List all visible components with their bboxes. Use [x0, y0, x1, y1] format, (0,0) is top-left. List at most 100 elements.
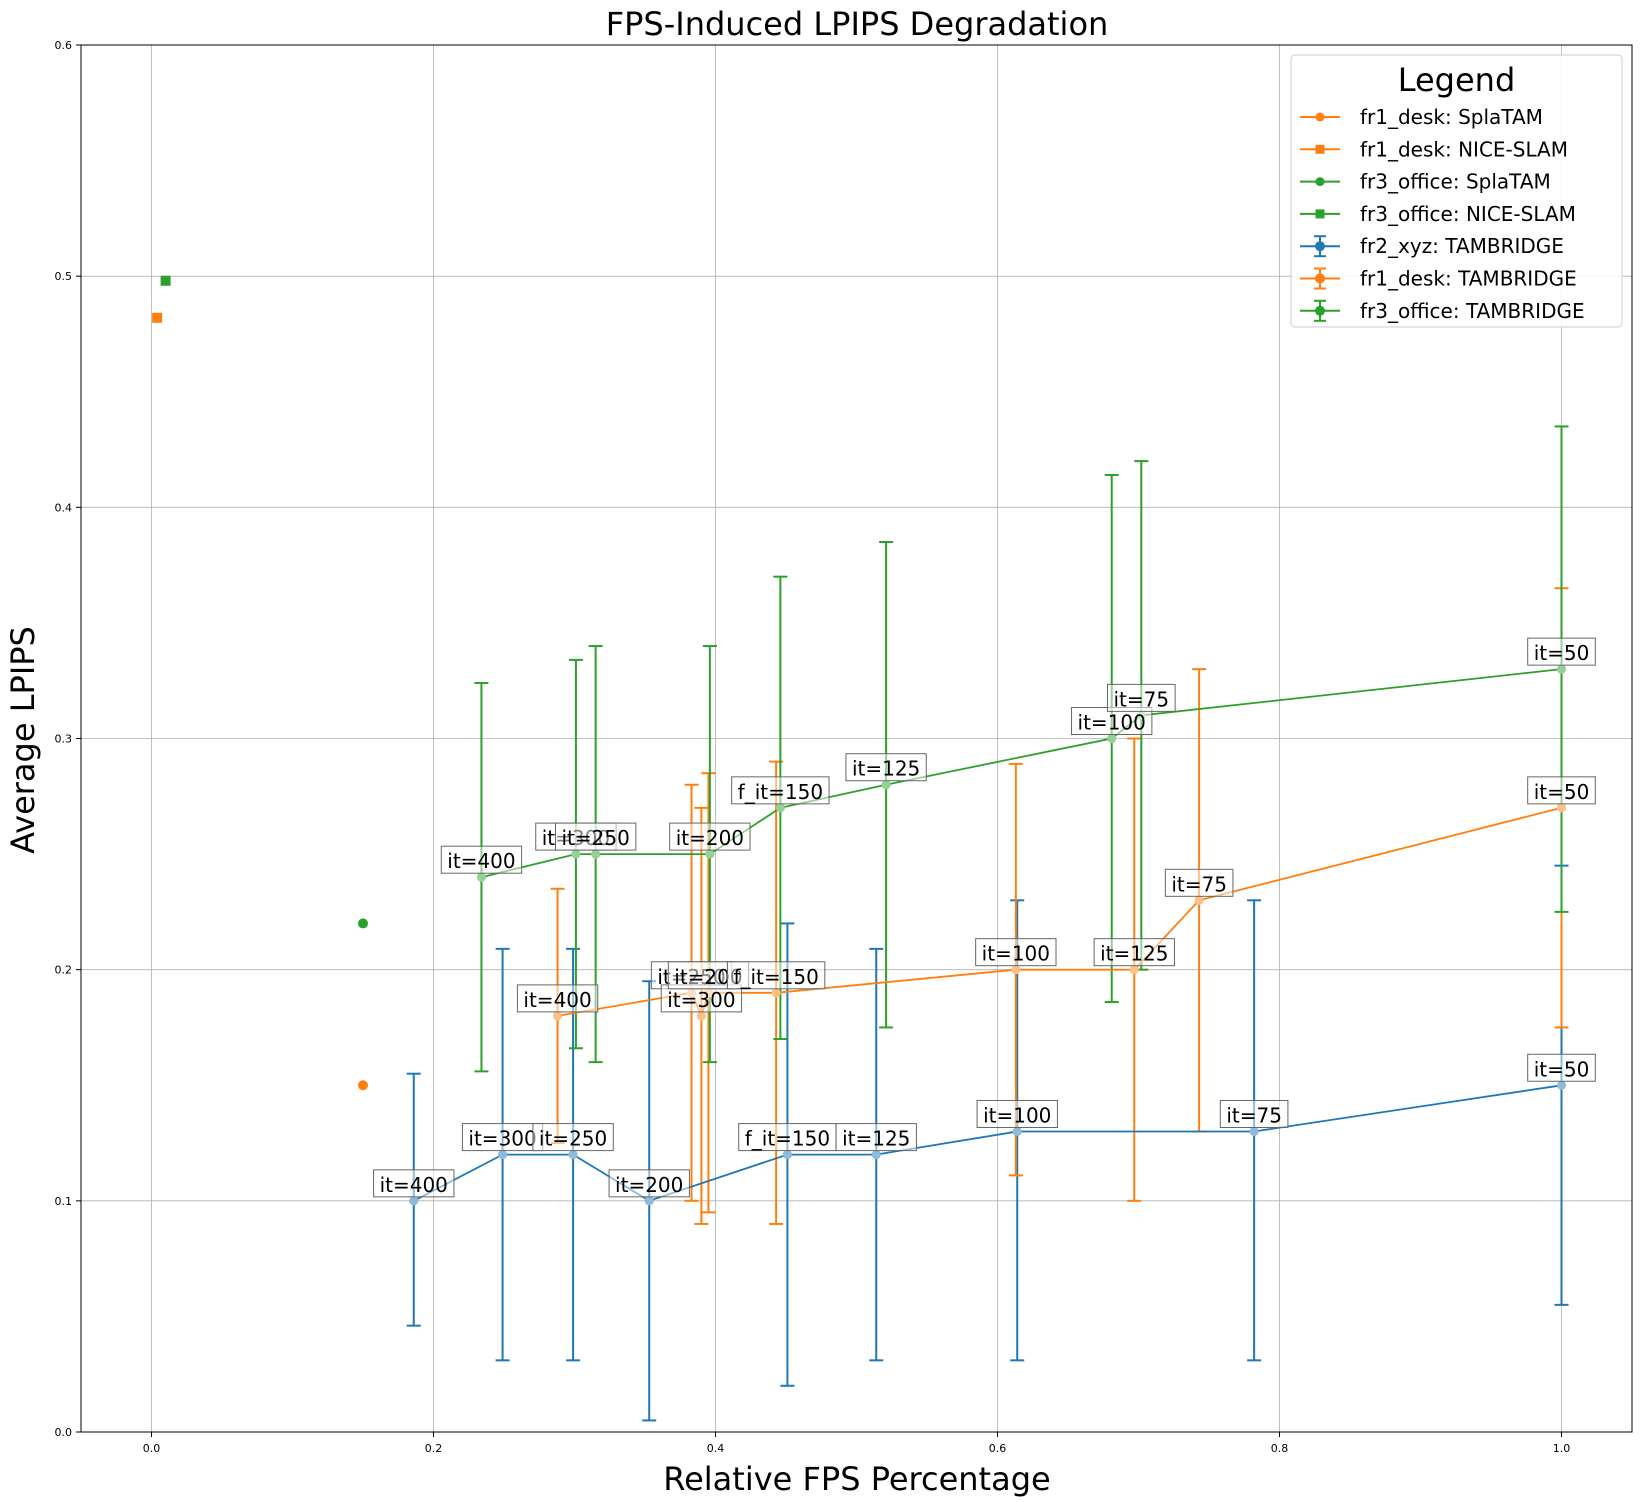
- point-label-box: [554, 822, 637, 851]
- point-label: it=200: [615, 1173, 683, 1197]
- legend-box: [1290, 54, 1623, 328]
- data-point-highlight: [705, 849, 715, 859]
- data-point-highlight: [553, 1011, 563, 1021]
- point-label-box: [1527, 637, 1596, 666]
- data-point-highlight: [591, 849, 601, 859]
- data-point-highlight: [476, 872, 486, 882]
- x-tick-label: 1.0: [1553, 1442, 1571, 1455]
- data-point-highlight: [409, 1196, 419, 1206]
- data-point-highlight: [1557, 1080, 1566, 1090]
- y-tick-label: 0.1: [55, 1195, 73, 1208]
- point-label-box: [976, 1099, 1058, 1128]
- point-label: it=200: [676, 826, 744, 850]
- point-label: it=100: [982, 942, 1050, 966]
- point-label: it=100: [1078, 711, 1146, 735]
- legend-entry-label: fr3_office: NICE-SLAM: [1360, 202, 1576, 226]
- point-label: it=300: [667, 988, 735, 1012]
- data-point-highlight: [871, 1150, 881, 1160]
- point-label-box: [975, 938, 1057, 967]
- data-point: [358, 918, 368, 929]
- data-point-highlight: [782, 1150, 792, 1160]
- x-tick-label: 0.2: [425, 1442, 443, 1455]
- point-label-box: [532, 1123, 614, 1152]
- point-label: f_it=150: [733, 965, 818, 989]
- point-label: it=250: [539, 1127, 607, 1151]
- legend-marker: [1315, 177, 1325, 187]
- point-label-box: [461, 1123, 544, 1152]
- legend-marker: [1315, 112, 1325, 122]
- point-label-box: [731, 776, 830, 805]
- data-point-highlight: [1249, 1126, 1259, 1136]
- data-point-highlight: [771, 988, 781, 998]
- point-label: it=125: [842, 1127, 910, 1151]
- data-point-highlight: [1194, 895, 1204, 905]
- point-label: f_it=150: [745, 1127, 830, 1151]
- legend-title: Legend: [1398, 61, 1516, 99]
- x-tick-label: 0.8: [1271, 1442, 1289, 1455]
- legend-marker: [1315, 241, 1325, 252]
- point-label-box: [1164, 868, 1234, 897]
- data-point-square: [160, 275, 171, 286]
- legend-entry-label: fr3_office: TAMBRIDGE: [1360, 299, 1585, 323]
- data-point-highlight: [696, 1011, 706, 1021]
- x-tick-label: 0.4: [707, 1442, 725, 1455]
- point-label: it=75: [1114, 687, 1170, 711]
- x-tick-label: 0.0: [143, 1442, 161, 1455]
- data-point: [358, 1080, 368, 1091]
- point-label-box: [440, 845, 523, 874]
- point-labels: it=400 it=300 it=250 it=200 f_it=150 it=125 it…: [373, 637, 1596, 1198]
- point-label-box: [726, 961, 826, 990]
- data-point-highlight: [1557, 664, 1566, 674]
- chart-title: FPS-Induced LPIPS Degradation: [606, 5, 1109, 43]
- point-label: it=125: [1100, 942, 1168, 966]
- point-label: it=75: [1226, 1103, 1282, 1127]
- point-label-box: [669, 822, 751, 851]
- data-point-highlight: [1011, 965, 1021, 975]
- point-label-box: [373, 1169, 455, 1198]
- y-tick-label: 0.2: [55, 964, 73, 977]
- data-point-highlight: [1557, 803, 1566, 813]
- legend-entry-label: fr3_office: SplaTAM: [1360, 170, 1551, 194]
- point-label: f_it=150: [738, 780, 823, 804]
- point-label-box: [516, 984, 599, 1013]
- point-label: it=400: [447, 849, 515, 873]
- ticks: 0.0 0.2 0.4 0.6 0.8 1.0 0.0 0.1 0.2 0.3 0.4 0.5 0.6: [55, 39, 1571, 1455]
- point-label-box: [1527, 1053, 1596, 1082]
- data-point-highlight: [881, 780, 891, 790]
- legend-entry-label: fr1_desk: SplaTAM: [1360, 105, 1543, 129]
- point-label-box: [1219, 1099, 1289, 1128]
- y-axis-label: Average LPIPS: [4, 626, 42, 854]
- point-label-box: [1107, 683, 1176, 712]
- y-tick-label: 0.5: [55, 270, 73, 283]
- grid: [81, 44, 1632, 1433]
- y-tick-label: 0.4: [55, 501, 73, 514]
- y-tick-label: 0.0: [55, 1426, 73, 1439]
- legend-entry-label: fr1_desk: NICE-SLAM: [1360, 137, 1568, 161]
- point-label: it=50: [1534, 780, 1590, 804]
- point-label-box: [845, 753, 927, 782]
- x-tick-label: 0.6: [989, 1442, 1007, 1455]
- plot-frame: [80, 44, 1633, 1433]
- point-label-box: [738, 1123, 837, 1152]
- data-point-square: [152, 312, 163, 323]
- data-point-highlight: [775, 803, 785, 813]
- point-label-box: [835, 1123, 917, 1152]
- point-label: it=100: [983, 1103, 1051, 1127]
- legend-marker: [1315, 305, 1325, 316]
- point-label: it=50: [1534, 1057, 1590, 1081]
- y-tick-label: 0.6: [55, 39, 73, 52]
- point-label-box: [608, 1169, 690, 1198]
- legend-entry-label: fr1_desk: TAMBRIDGE: [1360, 267, 1577, 291]
- legend-marker-square: [1315, 144, 1325, 154]
- legend-marker-square: [1315, 209, 1325, 219]
- point-label-box: [1093, 938, 1175, 967]
- point-label: it=75: [1171, 872, 1227, 896]
- point-label: it=50: [1534, 641, 1590, 665]
- legend-entry-label: fr2_xyz: TAMBRIDGE: [1360, 234, 1564, 258]
- legend-marker: [1315, 273, 1325, 284]
- data-point-highlight: [571, 849, 581, 859]
- legend: Legend fr1_desk: SplaTAM fr1_desk: NICE-SL…: [1290, 54, 1623, 328]
- data-point-highlight: [498, 1150, 508, 1160]
- data-point-highlight: [644, 1196, 654, 1206]
